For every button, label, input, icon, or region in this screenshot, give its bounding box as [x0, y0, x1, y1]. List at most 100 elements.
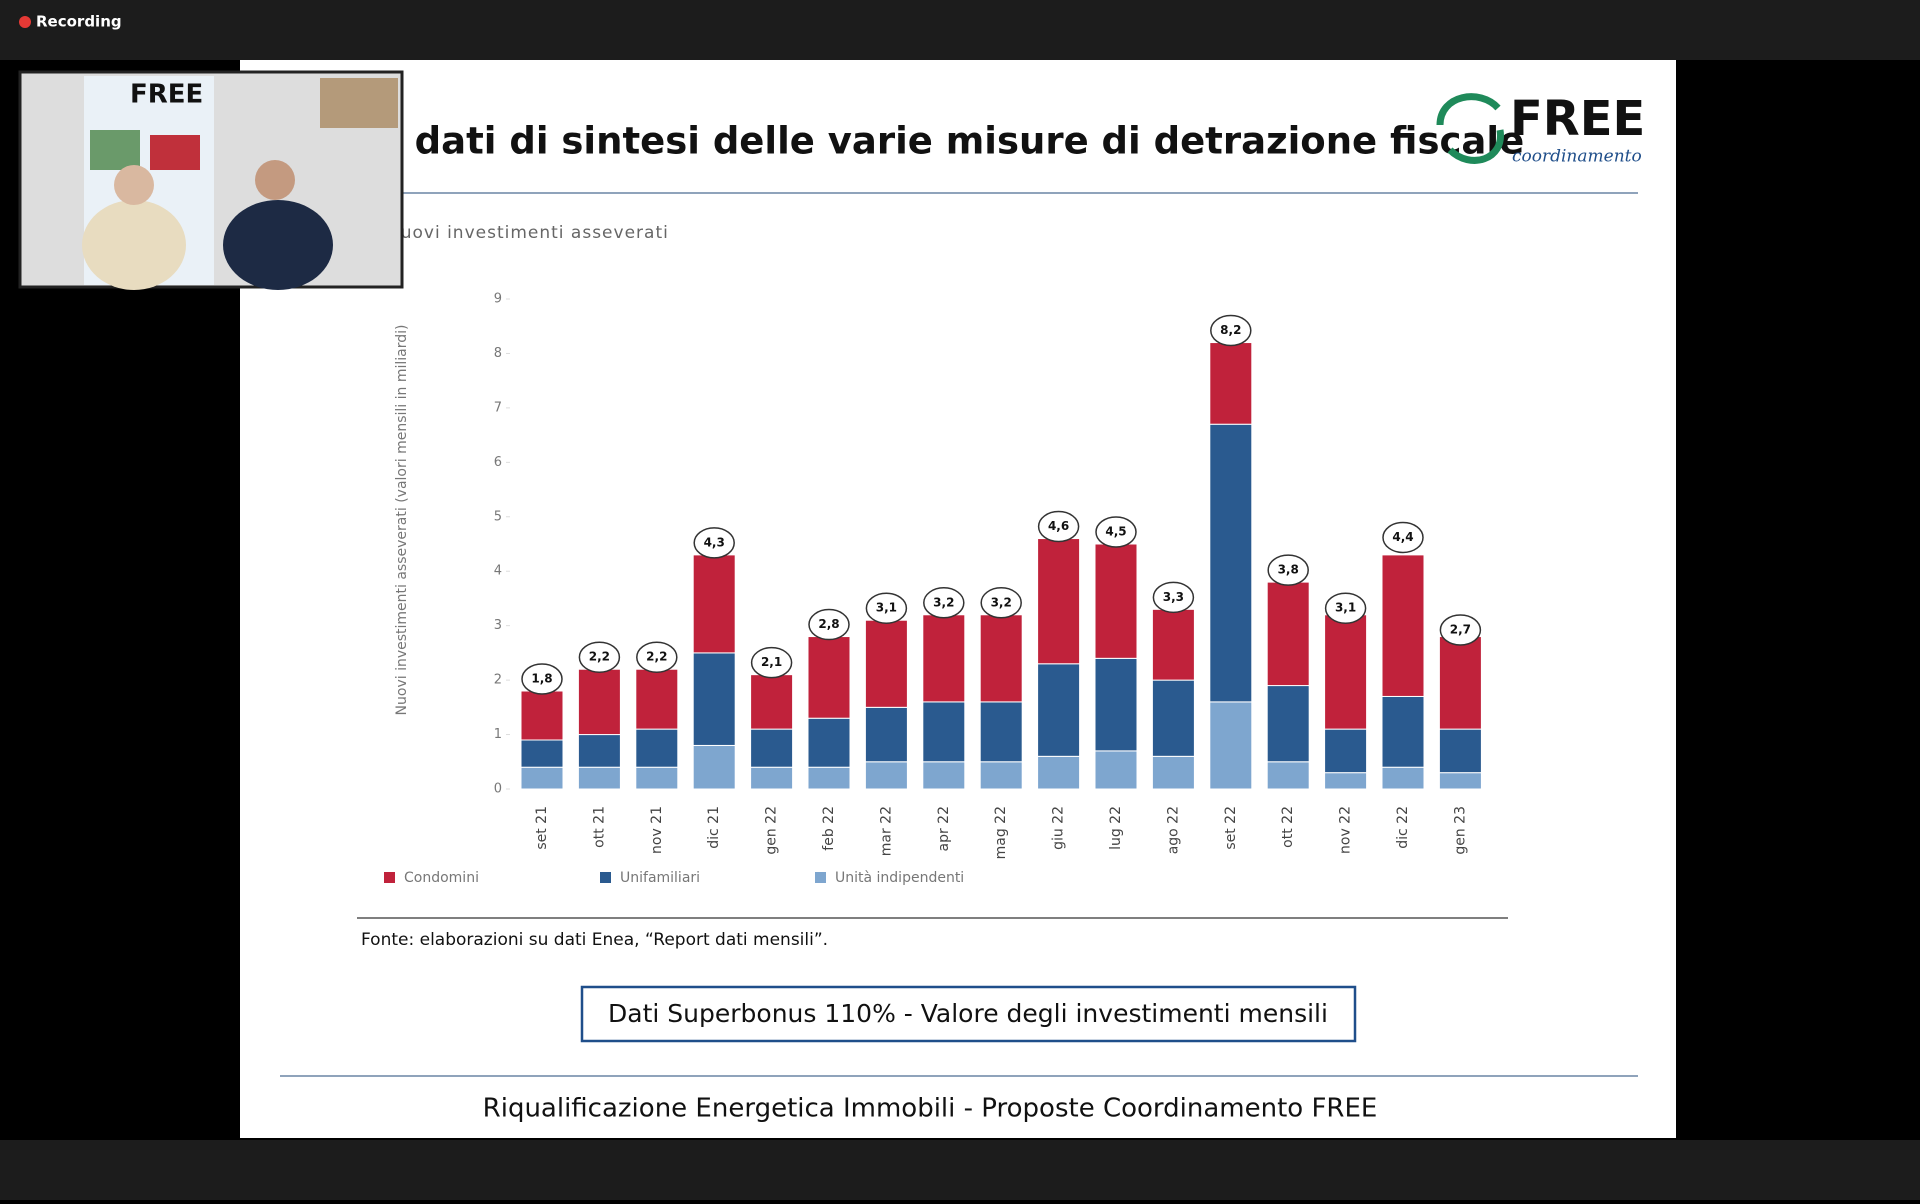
- total-label: 3,1: [1335, 601, 1356, 615]
- bar-segment: [635, 668, 679, 730]
- bar-segment: [1381, 554, 1425, 697]
- total-label: 3,1: [876, 601, 897, 615]
- footer: Riqualificazione Energetica Immobili - P…: [483, 1094, 1378, 1124]
- total-label: 2,8: [818, 617, 839, 631]
- info-box: [580, 985, 1357, 1043]
- legend-swatch: [815, 872, 826, 883]
- logo-text: FREE: [1510, 91, 1645, 147]
- total-label: 3,3: [1163, 590, 1184, 604]
- total-badge: [750, 646, 793, 679]
- chart-title: Nuovi investimenti asseverati: [387, 223, 669, 243]
- bar-segment: [1438, 728, 1482, 774]
- bar-segment: [864, 706, 908, 763]
- bar-segment: [750, 766, 794, 790]
- total-badge: [808, 608, 850, 641]
- bottom-bar: [0, 1140, 1920, 1200]
- legend-label: Unità indipendenti: [835, 870, 964, 886]
- bar-segment: [1037, 663, 1081, 757]
- total-badge: [923, 587, 965, 619]
- total-badge: [1267, 554, 1309, 586]
- bar-segment: [864, 761, 908, 790]
- slide-title: I dati di sintesi delle varie misure di …: [388, 120, 1524, 163]
- bar-segment: [1438, 772, 1482, 790]
- chart: 0 1 2 3 4 5 6 7 8 9 1,8 set 21 2,2 ott 21 2,2 nov 21 4,3…: [384, 292, 1482, 886]
- total-label: 4,4: [1392, 530, 1413, 544]
- total-label: 2,7: [1450, 623, 1471, 637]
- bar-segment: [864, 619, 908, 708]
- bar-segment: [807, 636, 851, 719]
- total-label: 2,1: [761, 655, 782, 669]
- bar-segment: [1209, 423, 1253, 703]
- x-tick-label: ott 22: [1280, 806, 1296, 848]
- bar-segment: [807, 766, 851, 790]
- bar-segment: [1266, 761, 1310, 790]
- legend-swatch: [384, 872, 395, 883]
- bar-segment: [750, 728, 794, 768]
- bar-segment: [807, 717, 851, 768]
- x-tick-label: gen 22: [764, 806, 780, 855]
- recording-dot: [19, 16, 31, 28]
- y-tick-label: 0: [494, 782, 502, 797]
- total-label: 4,3: [704, 535, 725, 549]
- total-label: 2,2: [589, 650, 610, 664]
- total-badge: [865, 592, 908, 624]
- bar-segment: [1037, 755, 1081, 790]
- y-axis-label: Nuovi investimenti asseverati (valori me…: [394, 325, 410, 716]
- bar-segment: [520, 739, 564, 768]
- x-tick-label: nov 21: [649, 806, 665, 854]
- total-badge: [1382, 521, 1424, 554]
- total-label: 4,5: [1105, 525, 1126, 539]
- y-tick-label: 9: [494, 292, 502, 307]
- x-tick-label: feb 22: [821, 806, 837, 851]
- bar-segment: [520, 766, 564, 790]
- bar-segment: [1324, 728, 1368, 774]
- total-label: 3,2: [991, 595, 1012, 609]
- x-tick-label: dic 22: [1395, 806, 1411, 849]
- x-tick-label: ott 21: [591, 806, 607, 848]
- x-tick-label: giu 22: [1051, 806, 1067, 850]
- bar-segment: [520, 690, 564, 741]
- bar-segment: [922, 761, 966, 790]
- bar-segment: [1324, 614, 1368, 730]
- recording-label[interactable]: Recording: [36, 13, 122, 31]
- y-tick-label: 7: [494, 400, 502, 415]
- bar-segment: [577, 766, 621, 790]
- y-tick-label: 6: [494, 455, 502, 470]
- bar-segment: [1266, 685, 1310, 763]
- bar-segment: [577, 668, 621, 736]
- bar-segment: [1324, 772, 1368, 790]
- video-tile: FREE: [18, 70, 404, 290]
- y-tick-label: 3: [494, 618, 502, 633]
- total-badge: [636, 641, 678, 673]
- bar-segment: [979, 614, 1023, 703]
- bar-segment: [1094, 543, 1138, 659]
- bar-segment: [750, 674, 794, 730]
- bar-segment: [692, 554, 736, 654]
- info-box-text: Dati Superbonus 110% - Valore degli inve…: [608, 999, 1328, 1028]
- bar-segment: [1151, 755, 1195, 790]
- x-tick-label: set 22: [1223, 806, 1239, 850]
- total-badge: [1324, 592, 1367, 624]
- total-badge: [1037, 510, 1080, 543]
- total-badge: [1439, 614, 1482, 646]
- bar-segment: [979, 701, 1023, 763]
- bar-segment: [979, 761, 1023, 790]
- logo-sub: coordinamento: [1512, 147, 1642, 167]
- legend-swatch: [600, 872, 611, 883]
- total-label: 8,2: [1220, 323, 1241, 337]
- total-badge: [578, 641, 621, 673]
- bar-segment: [1381, 695, 1425, 768]
- x-tick-label: mag 22: [993, 806, 1009, 859]
- total-badge: [521, 663, 563, 695]
- y-tick-label: 2: [494, 673, 502, 688]
- bar-segment: [1381, 766, 1425, 790]
- total-label: 4,6: [1048, 519, 1069, 533]
- bar-segment: [1151, 679, 1195, 757]
- total-label: 2,2: [646, 650, 667, 664]
- bar-segment: [692, 744, 736, 790]
- legend-label: Unifamiliari: [620, 870, 700, 886]
- x-tick-label: mar 22: [878, 806, 894, 856]
- total-badge: [1210, 314, 1252, 347]
- x-tick-label: apr 22: [936, 806, 952, 852]
- x-tick-label: gen 23: [1452, 806, 1468, 855]
